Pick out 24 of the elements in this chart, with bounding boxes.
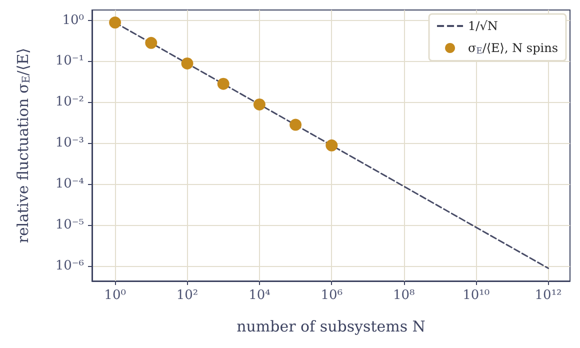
x-tick-label: 10⁶ (320, 288, 343, 303)
legend-label: 1/√N (468, 19, 498, 33)
y-tick-label: 10⁻⁶ (55, 258, 84, 274)
x-axis-title: number of subsystems N (236, 318, 426, 336)
point (109, 16, 122, 29)
point (181, 57, 194, 70)
x-tick-label: 10² (176, 288, 198, 303)
x-tick-label: 10⁴ (248, 288, 270, 303)
x-tick-label: 10⁰ (104, 288, 126, 303)
x-tick-label: 10¹⁰ (462, 288, 490, 303)
point (253, 98, 266, 110)
y-tick-label: 10⁻² (55, 94, 84, 110)
point (326, 139, 338, 152)
x-tick-label: 10¹² (534, 288, 562, 303)
y-tick-label: 10⁰ (62, 12, 84, 28)
x-tick-label: 10⁸ (392, 288, 415, 303)
y-tick-label: 10⁻⁴ (55, 176, 84, 192)
y-axis-title: relative fluctuation σE/⟨E⟩ (14, 48, 32, 244)
point (145, 36, 158, 49)
point (290, 118, 302, 131)
y-tick-label: 10⁻¹ (55, 54, 84, 69)
y-tick-label: 10⁻⁵ (55, 218, 84, 233)
y-tick-label: 10⁻³ (55, 136, 84, 151)
point (217, 78, 230, 90)
